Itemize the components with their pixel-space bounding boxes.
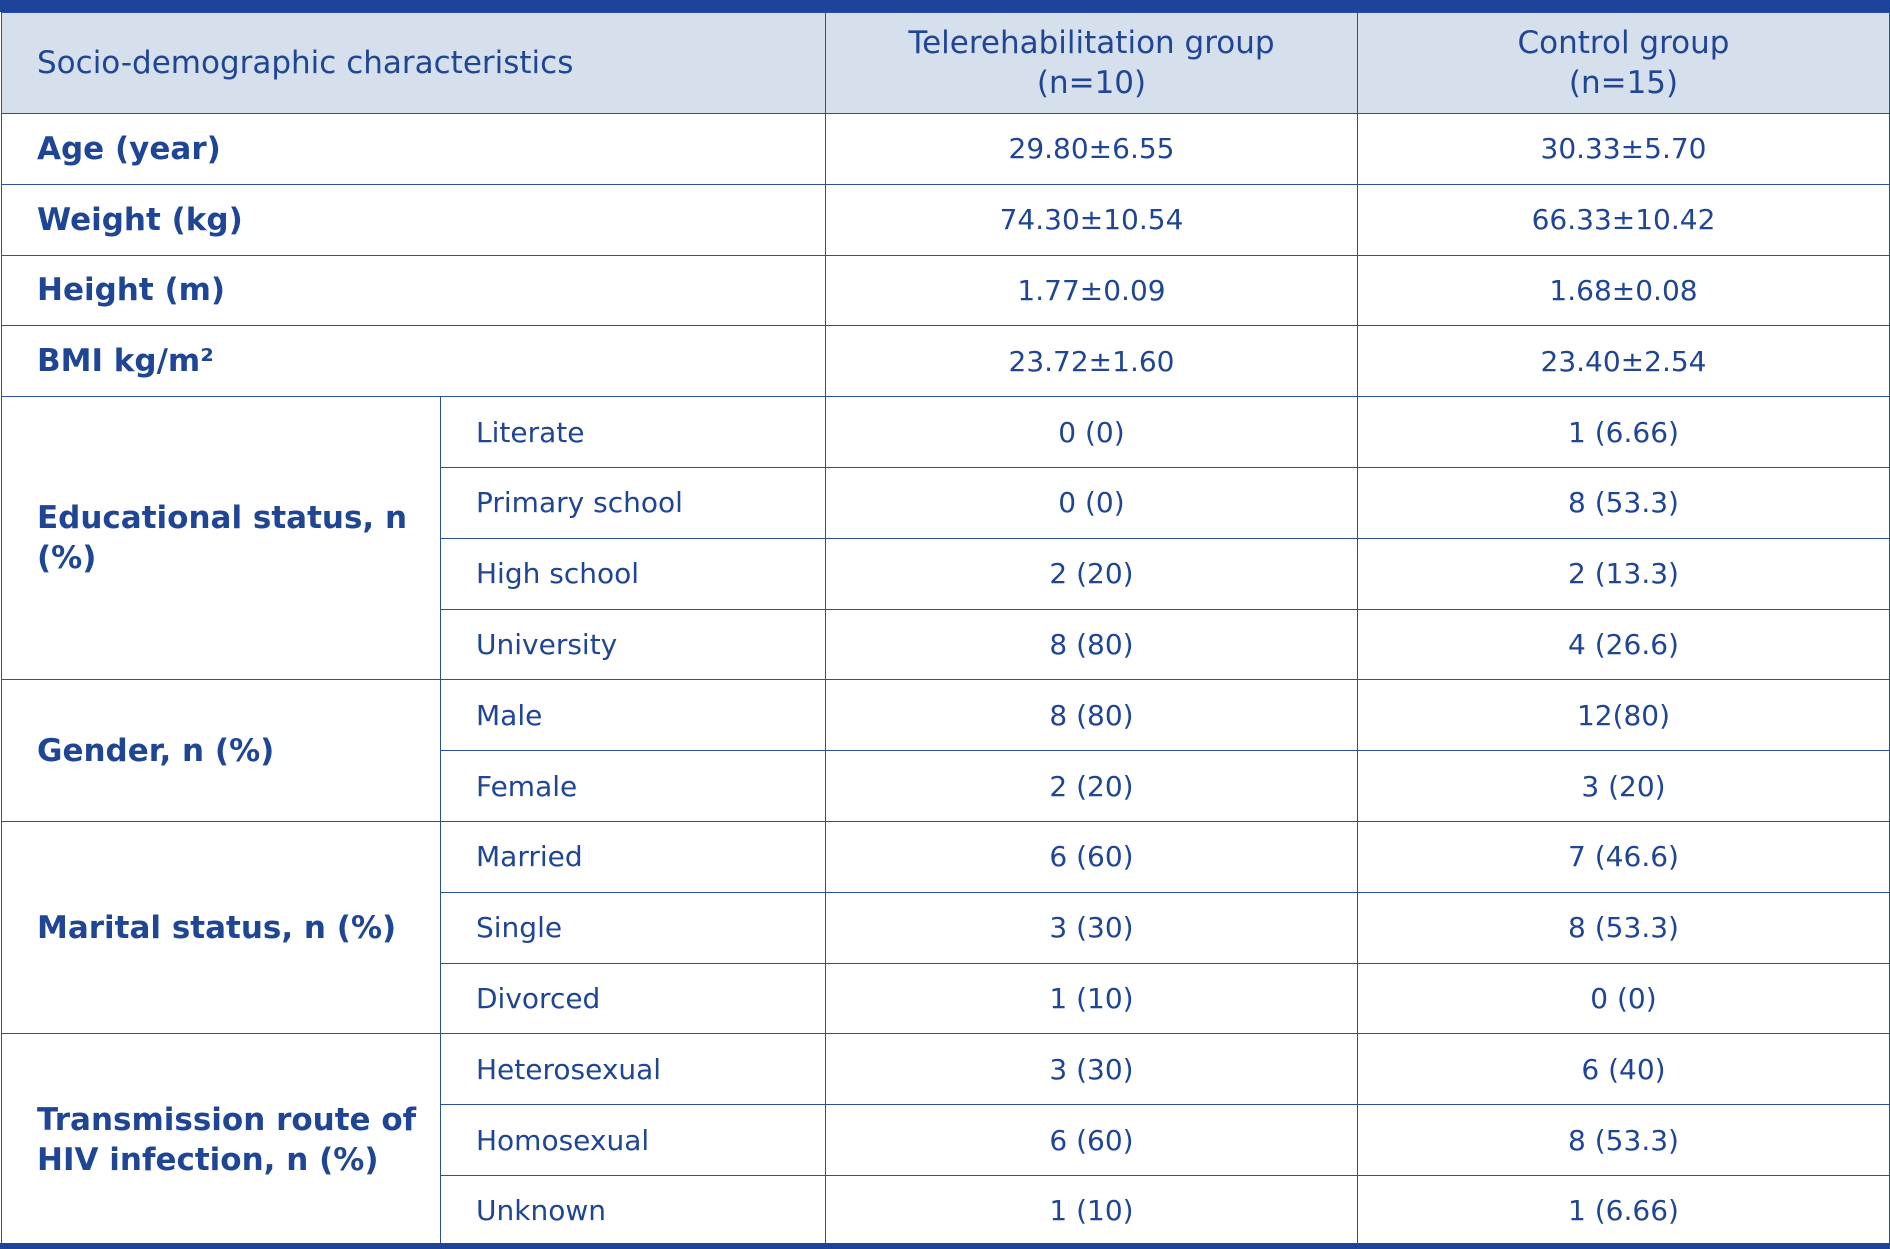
- header-control-name: Control group: [1517, 25, 1730, 61]
- control-value: 4 (26.6): [1357, 608, 1890, 681]
- header-control: Control group (n=15): [1357, 12, 1890, 114]
- sub-label: Married: [440, 820, 826, 893]
- table-row: Unknown 1 (10) 1 (6.66): [2, 1174, 1890, 1247]
- sub-label: Male: [440, 679, 826, 752]
- table-row: Height (m) 1.77±0.09 1.68±0.08: [1, 254, 1890, 327]
- control-value: 2 (13.3): [1357, 537, 1890, 610]
- table-row: Primary school 0 (0) 8 (53.3): [2, 466, 1890, 539]
- sub-label: Unknown: [440, 1174, 826, 1247]
- tele-value: 6 (60): [825, 820, 1358, 893]
- table-row: University 8 (80) 4 (26.6): [2, 608, 1890, 681]
- control-value: 8 (53.3): [1357, 1104, 1890, 1176]
- sub-label: Divorced: [440, 962, 826, 1035]
- tele-value: 2 (20): [825, 537, 1358, 610]
- sub-label: Heterosexual: [440, 1033, 826, 1106]
- table-row: Gender, n (%) Male 8 (80) 12(80): [1, 679, 1890, 822]
- tele-value: 1.77±0.09: [825, 254, 1358, 327]
- tele-value: 29.80±6.55: [825, 113, 1358, 185]
- group-label-line1: Transmission route of: [37, 1102, 417, 1139]
- sub-label: Female: [440, 750, 826, 822]
- header-telerehabilitation-name: Telerehabilitation group: [908, 25, 1275, 61]
- control-value: 3 (20): [1357, 750, 1890, 822]
- table-row: Transmission route of HIV infection, n (…: [1, 1033, 1890, 1247]
- control-value: 1 (6.66): [1357, 1174, 1890, 1247]
- header-telerehabilitation: Telerehabilitation group (n=10): [825, 12, 1358, 114]
- header-telerehabilitation-n: (n=10): [1036, 65, 1147, 101]
- control-value: 12(80): [1357, 679, 1890, 752]
- top-accent-bar: [0, 0, 1890, 12]
- sub-label: Homosexual: [440, 1104, 826, 1176]
- control-value: 66.33±10.42: [1357, 183, 1890, 256]
- tele-value: 3 (30): [825, 891, 1358, 964]
- row-label: BMI kg/m²: [1, 325, 826, 398]
- sub-label: Literate: [440, 396, 826, 468]
- table-row: Weight (kg) 74.30±10.54 66.33±10.42: [1, 183, 1890, 256]
- tele-value: 8 (80): [825, 679, 1358, 752]
- control-value: 1.68±0.08: [1357, 254, 1890, 327]
- sub-label: Primary school: [440, 466, 826, 539]
- control-value: 7 (46.6): [1357, 820, 1890, 893]
- tele-value: 1 (10): [825, 962, 1358, 1035]
- table-row: Marital status, n (%) Married 6 (60) 7 (…: [1, 820, 1890, 1035]
- sub-label: University: [440, 608, 826, 681]
- table-row: Female 2 (20) 3 (20): [2, 750, 1890, 822]
- control-value: 23.40±2.54: [1357, 325, 1890, 398]
- control-value: 8 (53.3): [1357, 466, 1890, 539]
- tele-value: 8 (80): [825, 608, 1358, 681]
- tele-value: 2 (20): [825, 750, 1358, 822]
- header-row: Socio-demographic characteristics Telere…: [1, 12, 1890, 114]
- table-row: Age (year) 29.80±6.55 30.33±5.70: [1, 113, 1890, 185]
- control-value: 8 (53.3): [1357, 891, 1890, 964]
- tele-value: 0 (0): [825, 396, 1358, 468]
- tele-value: 3 (30): [825, 1033, 1358, 1106]
- control-value: 30.33±5.70: [1357, 113, 1890, 185]
- table-row: Divorced 1 (10) 0 (0): [2, 962, 1890, 1035]
- tele-value: 1 (10): [825, 1174, 1358, 1247]
- group-label-educational-status: Educational status, n (%): [1, 396, 441, 681]
- tele-value: 0 (0): [825, 466, 1358, 539]
- control-value: 6 (40): [1357, 1033, 1890, 1106]
- control-value: 1 (6.66): [1357, 396, 1890, 468]
- group-label-marital-status: Marital status, n (%): [1, 820, 441, 1035]
- bottom-accent-bar: [0, 1243, 1890, 1249]
- row-label: Age (year): [1, 113, 826, 185]
- socio-demographic-table: Socio-demographic characteristics Telere…: [1, 12, 1890, 1247]
- control-value: 0 (0): [1357, 962, 1890, 1035]
- table-row: Single 3 (30) 8 (53.3): [2, 891, 1890, 964]
- table-row: Homosexual 6 (60) 8 (53.3): [2, 1104, 1890, 1176]
- row-label: Weight (kg): [1, 183, 826, 256]
- tele-value: 74.30±10.54: [825, 183, 1358, 256]
- tele-value: 23.72±1.60: [825, 325, 1358, 398]
- header-label: Socio-demographic characteristics: [1, 12, 826, 114]
- header-control-n: (n=15): [1568, 65, 1679, 101]
- sub-label: Single: [440, 891, 826, 964]
- table-row: BMI kg/m² 23.72±1.60 23.40±2.54: [1, 325, 1890, 398]
- table-row: Educational status, n (%) Literate 0 (0)…: [1, 396, 1890, 681]
- tele-value: 6 (60): [825, 1104, 1358, 1176]
- group-label-transmission-route: Transmission route of HIV infection, n (…: [1, 1033, 441, 1247]
- group-label-gender: Gender, n (%): [1, 679, 441, 822]
- sub-label: High school: [440, 537, 826, 610]
- row-label: Height (m): [1, 254, 826, 327]
- group-label-line2: HIV infection, n (%): [37, 1142, 379, 1179]
